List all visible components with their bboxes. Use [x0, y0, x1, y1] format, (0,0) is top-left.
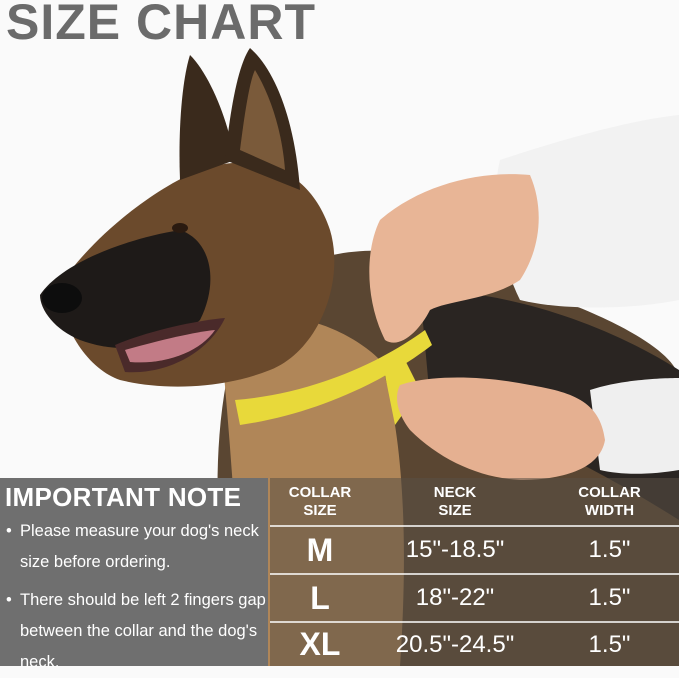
sleeve-lower	[590, 378, 679, 474]
note-heading: IMPORTANT NOTE	[0, 478, 268, 512]
cell-width: 1.5"	[540, 584, 679, 612]
cell-size: M	[270, 532, 370, 569]
table-row: L 18"-22" 1.5"	[270, 575, 679, 623]
cell-neck: 20.5"-24.5"	[370, 631, 540, 659]
table-row: M 15"-18.5" 1.5"	[270, 527, 679, 575]
cell-size: L	[270, 580, 370, 617]
page-title: SIZE CHART	[6, 0, 316, 50]
cell-width: 1.5"	[540, 536, 679, 564]
important-note-panel: IMPORTANT NOTE Please measure your dog's…	[0, 478, 268, 666]
note-item: Please measure your dog's neck size befo…	[6, 516, 268, 578]
cell-neck: 18"-22"	[370, 584, 540, 612]
note-item: There should be left 2 fingers gap betwe…	[6, 585, 268, 678]
cell-neck: 15"-18.5"	[370, 536, 540, 564]
cell-size: XL	[270, 626, 370, 663]
cell-width: 1.5"	[540, 631, 679, 659]
table-row: XL 20.5"-24.5" 1.5"	[270, 623, 679, 666]
